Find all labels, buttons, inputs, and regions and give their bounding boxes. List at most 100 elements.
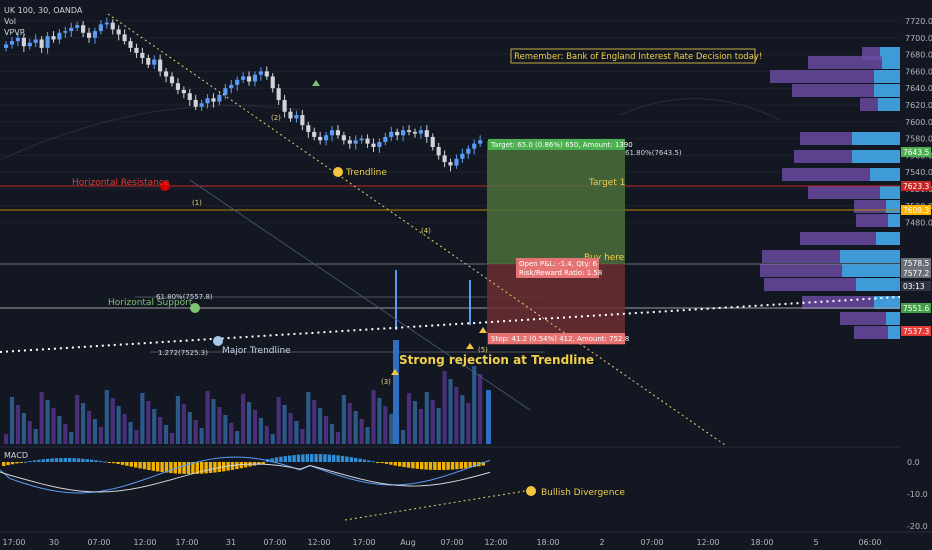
macd-bar: [142, 462, 147, 470]
target-zone[interactable]: [487, 141, 625, 264]
candle-body: [276, 88, 281, 100]
volume-bar: [300, 429, 305, 444]
macd-bar: [406, 462, 411, 468]
arc-1: [0, 105, 301, 161]
volume-bar: [15, 405, 20, 444]
time-tick-label: 31: [226, 538, 236, 547]
macd-bar: [195, 462, 199, 474]
candle-body: [329, 130, 335, 136]
candle-body: [353, 140, 358, 144]
macd-bar: [24, 461, 28, 463]
candle-body: [430, 136, 435, 147]
divergence-line[interactable]: [344, 490, 526, 521]
volume-bar: [187, 412, 192, 444]
candlestick-series[interactable]: [4, 17, 483, 330]
volume-bar: [383, 406, 388, 444]
macd-bar: [424, 462, 428, 470]
candle-body: [51, 36, 56, 40]
candle-body: [110, 22, 115, 30]
trendline-label: Trendline: [345, 168, 387, 178]
candle-body: [39, 39, 44, 48]
macd-bar: [459, 462, 463, 469]
candle-body: [341, 135, 346, 141]
volume-bar: [110, 398, 115, 444]
volume-bar: [270, 434, 275, 444]
vpvr-bar: [886, 200, 900, 213]
volume-bar: [460, 395, 465, 444]
pnl-info-box[interactable]: [516, 258, 599, 278]
vpvr-histogram: [760, 47, 900, 339]
price-badge: [901, 181, 931, 191]
candle-body: [478, 140, 483, 144]
macd-bar: [415, 462, 419, 469]
buy-here-label: Buy here: [584, 253, 625, 263]
volume-bar: [424, 392, 429, 444]
macd-bar: [134, 462, 138, 468]
candle-body: [104, 22, 109, 25]
macd-bar: [239, 462, 243, 469]
price-badge: [901, 147, 931, 157]
price-badge-label: 7623.3: [903, 182, 929, 191]
macd-bar: [398, 462, 402, 467]
candle-body: [175, 83, 180, 90]
macd-bar: [37, 459, 41, 462]
price-badge: [901, 205, 931, 215]
macd-bar: [420, 462, 424, 470]
candle-body: [389, 131, 394, 137]
volume-bar: [436, 408, 441, 444]
macd-tick-label: 0.0: [907, 458, 920, 467]
macd-bar: [164, 462, 169, 473]
time-tick-label: 07:00: [440, 538, 463, 547]
vpvr-bar: [808, 186, 900, 199]
descending-trendline[interactable]: [107, 13, 726, 446]
volume-bar: [353, 411, 358, 444]
price-tick-label: 7620.0: [905, 101, 932, 110]
macd-bar: [323, 454, 327, 462]
macd-label: MACD: [4, 451, 28, 460]
candle-body: [57, 32, 62, 40]
price-badge-label: 7537.3: [903, 327, 929, 336]
macd-bar: [81, 458, 85, 462]
time-tick-label: 12:00: [133, 538, 156, 547]
vpvr-bar: [876, 232, 900, 245]
time-tick-label: 12:00: [307, 538, 330, 547]
volume-bar: [51, 408, 56, 444]
stop-info-box[interactable]: [488, 333, 625, 344]
vpvr-bar: [800, 232, 900, 245]
candle-body: [193, 99, 198, 107]
candle-body: [158, 59, 163, 72]
volume-bar: [318, 408, 323, 444]
candle-body: [15, 37, 20, 42]
volume-bar: [199, 428, 204, 444]
price-badge-label: 7643.5: [903, 148, 929, 157]
volume-bar: [92, 419, 98, 444]
volume-bar: [246, 402, 252, 444]
macd-bar: [354, 457, 358, 462]
macd-bar: [380, 462, 384, 464]
macd-bar: [472, 462, 477, 468]
vpvr-bar: [874, 296, 900, 309]
candle-body: [365, 138, 370, 144]
volume-bar: [324, 416, 329, 444]
price-badge-label: 7551.6: [903, 304, 929, 313]
macd-bar: [54, 458, 59, 462]
macd-axis: 0.0 -10.0 -20.0: [907, 458, 928, 531]
vpvr-label: VPVR: [4, 28, 26, 37]
macd-bar: [411, 462, 415, 469]
volume-bar: [371, 390, 376, 444]
candle-body: [448, 162, 453, 166]
candle-body: [442, 155, 447, 163]
target-info-box[interactable]: [488, 139, 625, 150]
macd-bar: [455, 462, 459, 470]
candle-body: [75, 25, 80, 28]
macd-bar: [261, 462, 265, 464]
volume-bar: [57, 416, 62, 444]
macd-bar: [257, 462, 261, 465]
candle-body: [395, 131, 400, 136]
volume-bar: [193, 420, 198, 444]
vpvr-bar: [852, 150, 900, 163]
macd-bar: [468, 462, 472, 468]
